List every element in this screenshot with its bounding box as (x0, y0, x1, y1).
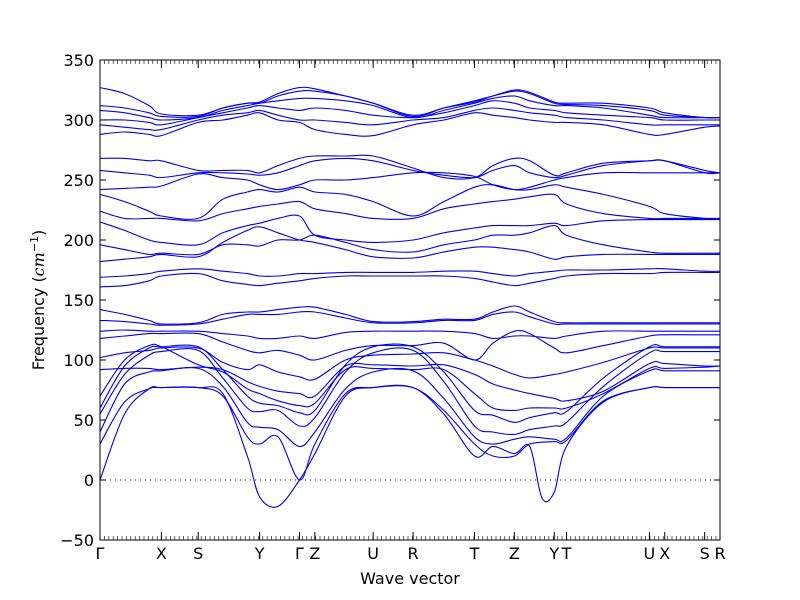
y-axis-label-exponent: −1 (28, 236, 41, 252)
x-tick-label: U (644, 544, 656, 563)
phonon-branch-5 (99, 343, 720, 423)
phonon-branch-24 (99, 107, 720, 131)
phonon-branch-17 (99, 214, 720, 246)
y-axis-label: Frequency (cm−1) (28, 230, 48, 371)
x-tick-label: U (367, 544, 379, 563)
phonon-branch-22 (99, 154, 721, 180)
phonon-branch-7 (99, 360, 721, 402)
phonon-branch-21 (99, 157, 721, 179)
x-tick-label: X (156, 544, 167, 563)
x-tick-label: T (561, 544, 572, 563)
x-tick-label: Y (548, 544, 559, 563)
y-tick-label: 50 (74, 411, 94, 430)
phonon-branch-20 (99, 171, 720, 191)
x-tick-label: Z (509, 544, 520, 563)
phonon-branch-12 (99, 305, 720, 325)
y-tick-label: 350 (63, 51, 94, 70)
x-tick-label: Y (254, 544, 265, 563)
y-axis-label-unit: cm (29, 252, 48, 276)
phonon-branch-6 (99, 343, 721, 411)
phonon-branch-16 (99, 225, 720, 256)
y-tick-label: 150 (63, 291, 94, 310)
y-tick-label: 200 (63, 231, 94, 250)
phonon-branch-26 (99, 95, 720, 121)
y-tick-label: 100 (63, 351, 94, 370)
x-axis-label: Wave vector (360, 569, 460, 588)
series-layer (99, 86, 721, 508)
phonon-branch-15 (99, 226, 720, 263)
phonon-branch-28 (99, 86, 721, 119)
phonon-branch-13 (99, 271, 720, 288)
phonon-branch-14 (99, 268, 721, 278)
x-tick-label: Γ (96, 544, 105, 563)
x-tick-label: Γ (295, 544, 304, 563)
x-tick-label: S (193, 544, 203, 563)
phonon-branch-10 (99, 329, 720, 340)
x-tick-label: R (408, 544, 419, 563)
phonon-branch-2 (99, 385, 720, 481)
phonon-branch-27 (99, 90, 721, 119)
y-axis-label-suffix: ) (29, 230, 48, 236)
y-tick-label: 0 (84, 471, 94, 490)
y-tick-label: −50 (60, 531, 94, 550)
phonon-branch-9 (99, 329, 720, 361)
y-tick-label: 300 (63, 111, 94, 130)
phonon-branch-19 (99, 184, 721, 220)
y-tick-label: 250 (63, 171, 94, 190)
x-tick-label: T (469, 544, 480, 563)
y-axis-ticks: −50 0 50 100 150 200 250 300 350 (60, 51, 720, 550)
x-tick-label: Z (309, 544, 320, 563)
phonon-branch-18 (99, 193, 720, 222)
y-axis-label-prefix: Frequency ( (29, 276, 48, 370)
x-tick-label: S (700, 544, 710, 563)
plot-background (100, 60, 720, 540)
phonon-branch-8 (99, 346, 720, 381)
phonon-branch-11 (99, 310, 720, 326)
phonon-branch-4 (99, 347, 720, 436)
x-axis-minor-ticks (99, 60, 717, 540)
x-tick-label: R (714, 544, 725, 563)
x-tick-label: X (659, 544, 670, 563)
phonon-branch-23 (99, 112, 721, 137)
